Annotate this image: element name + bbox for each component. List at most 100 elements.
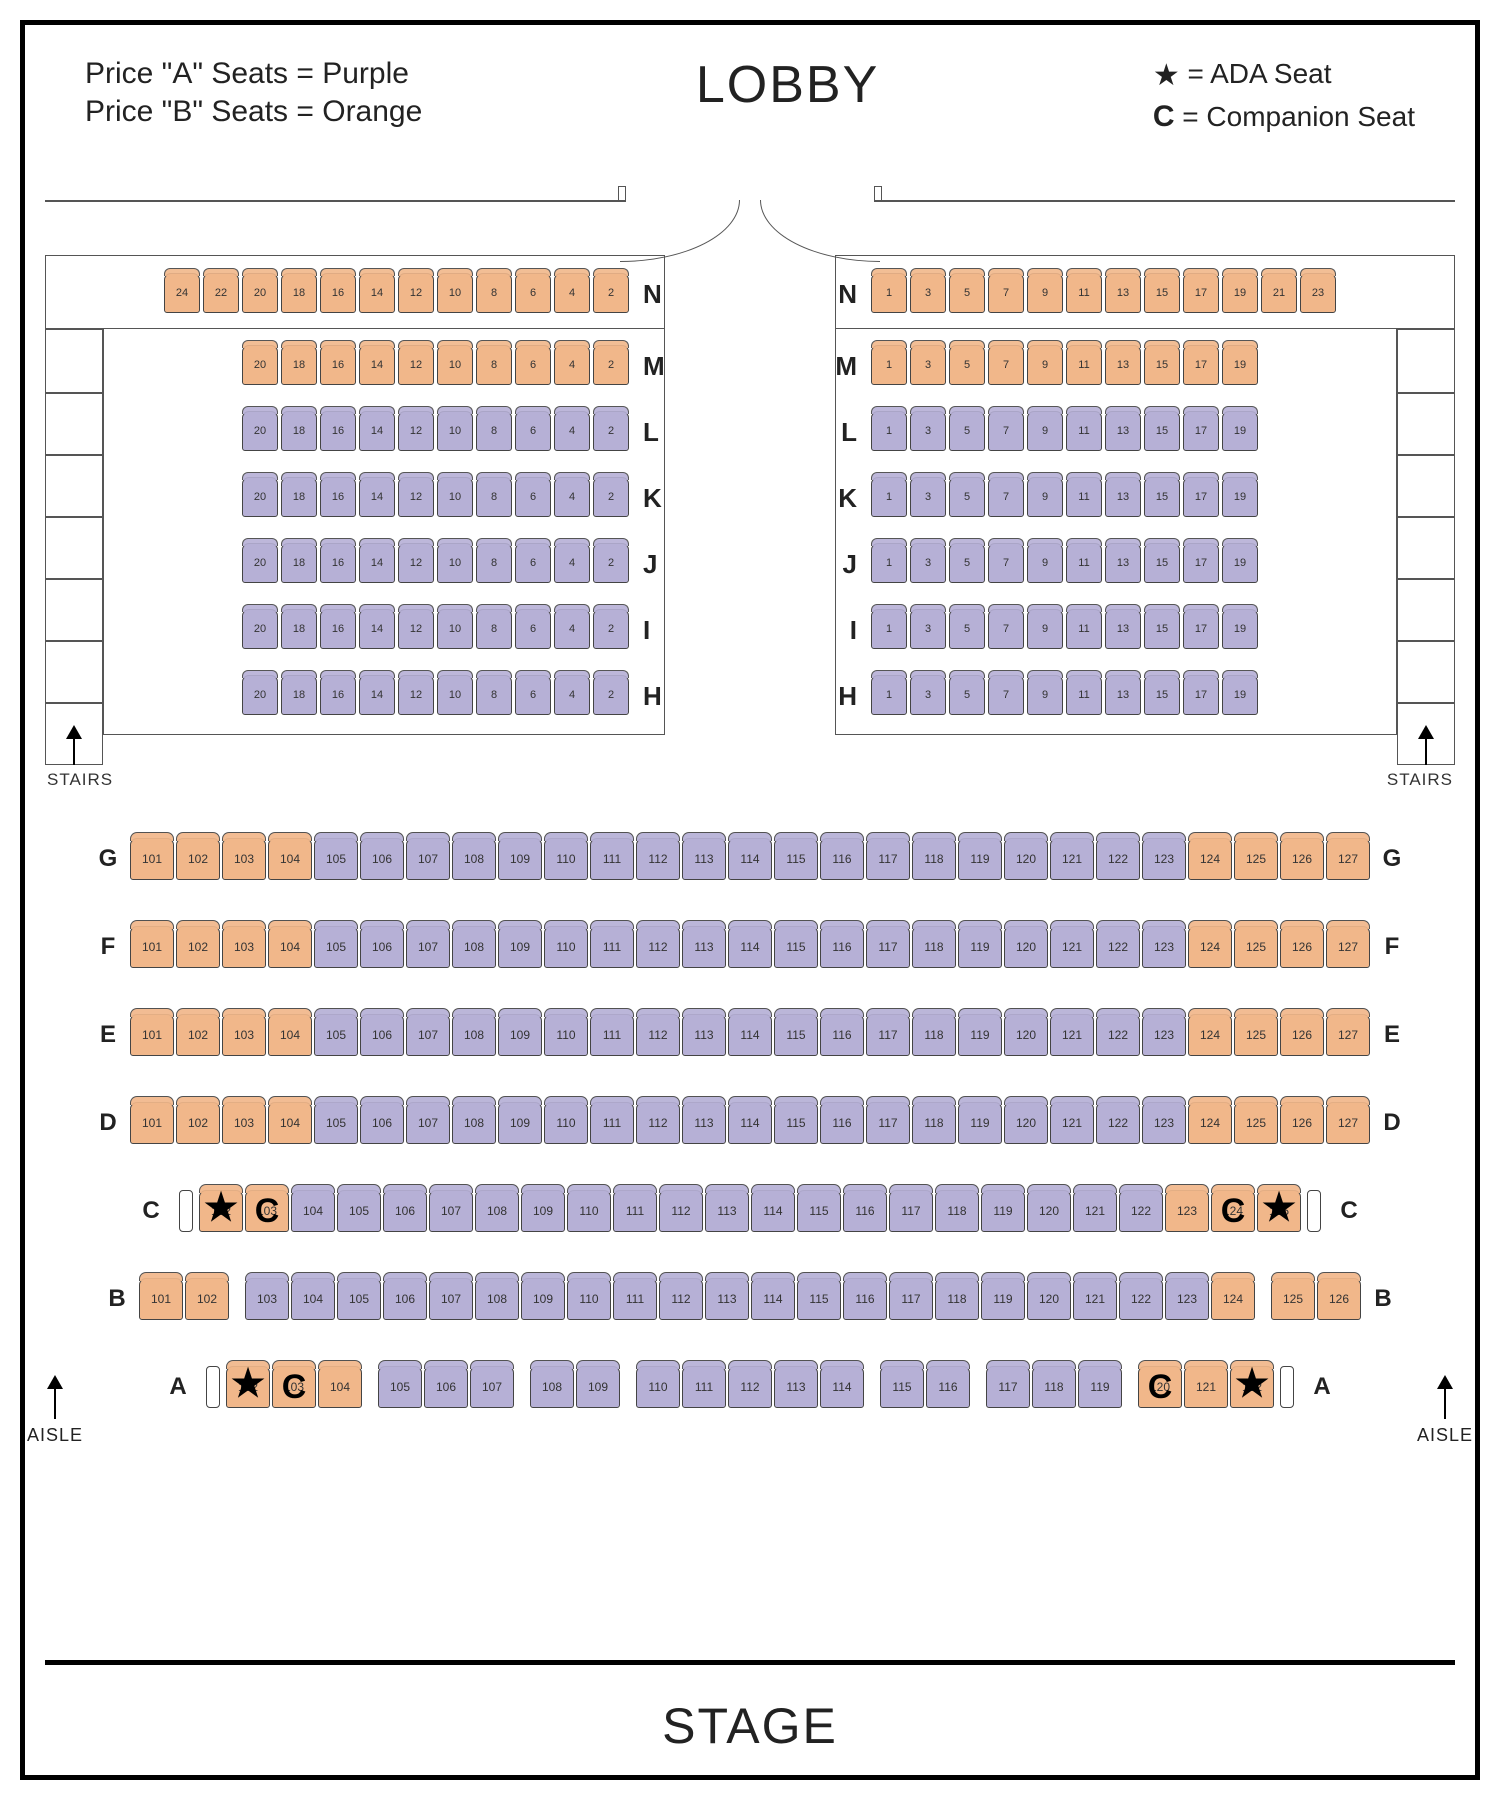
seat-H-10[interactable]: 10 [437, 675, 473, 715]
seat-B-107[interactable]: 107 [429, 1278, 473, 1320]
seat-F-103[interactable]: 103 [222, 926, 266, 968]
seat-E-126[interactable]: 126 [1280, 1014, 1324, 1056]
seat-H-3[interactable]: 3 [910, 675, 946, 715]
seat-D-104[interactable]: 104 [268, 1102, 312, 1144]
seat-H-11[interactable]: 11 [1066, 675, 1102, 715]
seat-D-126[interactable]: 126 [1280, 1102, 1324, 1144]
seat-N-14[interactable]: 14 [359, 273, 395, 313]
seat-K-12[interactable]: 12 [398, 477, 434, 517]
seat-D-115[interactable]: 115 [774, 1102, 818, 1144]
seat-E-127[interactable]: 127 [1326, 1014, 1370, 1056]
seat-H-18[interactable]: 18 [281, 675, 317, 715]
seat-E-116[interactable]: 116 [820, 1014, 864, 1056]
seat-G-101[interactable]: 101 [130, 838, 174, 880]
seat-D-124[interactable]: 124 [1188, 1102, 1232, 1144]
seat-F-127[interactable]: 127 [1326, 926, 1370, 968]
seat-K-13[interactable]: 13 [1105, 477, 1141, 517]
seat-M-19[interactable]: 19 [1222, 345, 1258, 385]
seat-H-7[interactable]: 7 [988, 675, 1024, 715]
seat-C-118[interactable]: 118 [935, 1190, 979, 1232]
seat-A-113[interactable]: 113 [774, 1366, 818, 1408]
seat-A-121[interactable]: 121 [1184, 1366, 1228, 1408]
seat-F-102[interactable]: 102 [176, 926, 220, 968]
seat-F-123[interactable]: 123 [1142, 926, 1186, 968]
seat-G-115[interactable]: 115 [774, 838, 818, 880]
seat-L-15[interactable]: 15 [1144, 411, 1180, 451]
seat-G-125[interactable]: 125 [1234, 838, 1278, 880]
seat-J-9[interactable]: 9 [1027, 543, 1063, 583]
seat-F-122[interactable]: 122 [1096, 926, 1140, 968]
seat-L-12[interactable]: 12 [398, 411, 434, 451]
seat-D-107[interactable]: 107 [406, 1102, 450, 1144]
seat-A-118[interactable]: 118 [1032, 1366, 1076, 1408]
seat-F-106[interactable]: 106 [360, 926, 404, 968]
seat-J-20[interactable]: 20 [242, 543, 278, 583]
seat-A-119[interactable]: 119 [1078, 1366, 1122, 1408]
seat-B-109[interactable]: 109 [521, 1278, 565, 1320]
seat-K-18[interactable]: 18 [281, 477, 317, 517]
seat-H-8[interactable]: 8 [476, 675, 512, 715]
seat-N-20[interactable]: 20 [242, 273, 278, 313]
seat-L-6[interactable]: 6 [515, 411, 551, 451]
seat-E-106[interactable]: 106 [360, 1014, 404, 1056]
seat-M-5[interactable]: 5 [949, 345, 985, 385]
seat-N-23[interactable]: 23 [1300, 273, 1336, 313]
seat-G-116[interactable]: 116 [820, 838, 864, 880]
seat-A-120[interactable]: 120C [1138, 1366, 1182, 1408]
seat-C-116[interactable]: 116 [843, 1190, 887, 1232]
seat-D-111[interactable]: 111 [590, 1102, 634, 1144]
seat-C-125[interactable]: 125★ [1257, 1190, 1301, 1232]
seat-N-24[interactable]: 24 [164, 273, 200, 313]
seat-N-15[interactable]: 15 [1144, 273, 1180, 313]
seat-M-3[interactable]: 3 [910, 345, 946, 385]
seat-C-103[interactable]: 103C [245, 1190, 289, 1232]
seat-E-101[interactable]: 101 [130, 1014, 174, 1056]
seat-G-123[interactable]: 123 [1142, 838, 1186, 880]
seat-F-124[interactable]: 124 [1188, 926, 1232, 968]
seat-F-115[interactable]: 115 [774, 926, 818, 968]
seat-D-106[interactable]: 106 [360, 1102, 404, 1144]
seat-C-117[interactable]: 117 [889, 1190, 933, 1232]
seat-H-2[interactable]: 2 [593, 675, 629, 715]
seat-G-105[interactable]: 105 [314, 838, 358, 880]
seat-L-1[interactable]: 1 [871, 411, 907, 451]
seat-C-115[interactable]: 115 [797, 1190, 841, 1232]
seat-D-101[interactable]: 101 [130, 1102, 174, 1144]
seat-L-11[interactable]: 11 [1066, 411, 1102, 451]
seat-B-102[interactable]: 102 [185, 1278, 229, 1320]
seat-E-122[interactable]: 122 [1096, 1014, 1140, 1056]
seat-B-113[interactable]: 113 [705, 1278, 749, 1320]
seat-E-112[interactable]: 112 [636, 1014, 680, 1056]
seat-G-114[interactable]: 114 [728, 838, 772, 880]
seat-F-116[interactable]: 116 [820, 926, 864, 968]
seat-H-5[interactable]: 5 [949, 675, 985, 715]
seat-A-115[interactable]: 115 [880, 1366, 924, 1408]
seat-J-15[interactable]: 15 [1144, 543, 1180, 583]
seat-F-104[interactable]: 104 [268, 926, 312, 968]
seat-M-15[interactable]: 15 [1144, 345, 1180, 385]
seat-N-12[interactable]: 12 [398, 273, 434, 313]
seat-N-13[interactable]: 13 [1105, 273, 1141, 313]
seat-K-20[interactable]: 20 [242, 477, 278, 517]
seat-E-119[interactable]: 119 [958, 1014, 1002, 1056]
seat-B-121[interactable]: 121 [1073, 1278, 1117, 1320]
seat-D-110[interactable]: 110 [544, 1102, 588, 1144]
seat-N-21[interactable]: 21 [1261, 273, 1297, 313]
seat-F-110[interactable]: 110 [544, 926, 588, 968]
seat-E-125[interactable]: 125 [1234, 1014, 1278, 1056]
seat-F-120[interactable]: 120 [1004, 926, 1048, 968]
seat-I-4[interactable]: 4 [554, 609, 590, 649]
seat-L-16[interactable]: 16 [320, 411, 356, 451]
seat-C-119[interactable]: 119 [981, 1190, 1025, 1232]
seat-G-122[interactable]: 122 [1096, 838, 1140, 880]
seat-F-126[interactable]: 126 [1280, 926, 1324, 968]
seat-J-1[interactable]: 1 [871, 543, 907, 583]
seat-D-120[interactable]: 120 [1004, 1102, 1048, 1144]
seat-M-7[interactable]: 7 [988, 345, 1024, 385]
seat-L-8[interactable]: 8 [476, 411, 512, 451]
seat-M-1[interactable]: 1 [871, 345, 907, 385]
seat-G-106[interactable]: 106 [360, 838, 404, 880]
seat-E-113[interactable]: 113 [682, 1014, 726, 1056]
seat-H-20[interactable]: 20 [242, 675, 278, 715]
seat-M-18[interactable]: 18 [281, 345, 317, 385]
